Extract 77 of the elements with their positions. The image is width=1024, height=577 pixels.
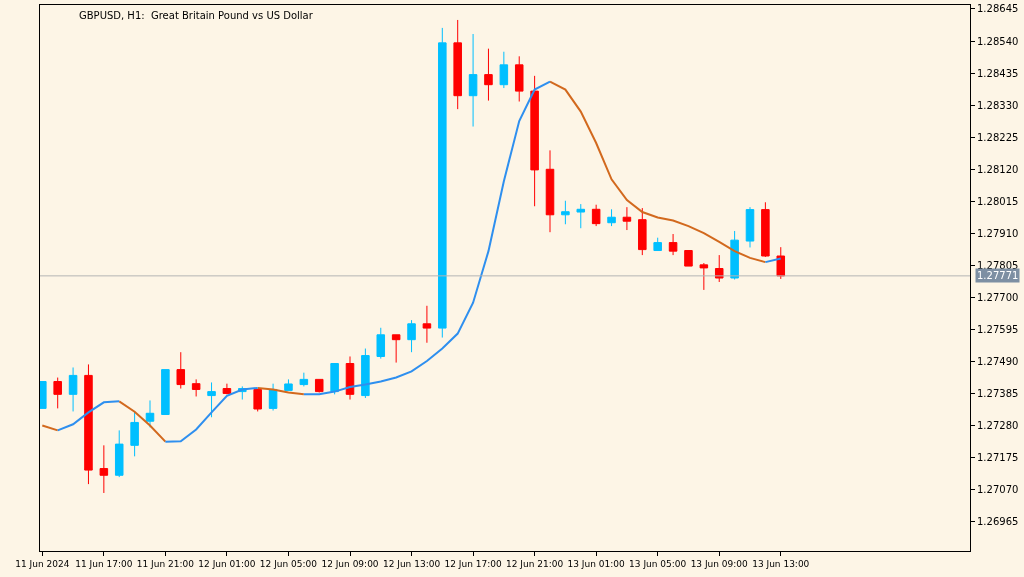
- y-tick-label: 1.28540: [977, 35, 1019, 47]
- x-tick-label: 13 Jun 05:00: [629, 558, 687, 569]
- candlestick: [530, 75, 539, 207]
- candlestick: [130, 410, 139, 457]
- candlestick: [668, 233, 678, 256]
- candlestick: [207, 381, 216, 418]
- y-tick-label: 1.27490: [977, 356, 1019, 368]
- y-tick-label: 1.28645: [977, 3, 1019, 15]
- x-tick-label: 13 Jun 09:00: [690, 558, 749, 569]
- x-tick-label: 12 Jun 09:00: [321, 558, 379, 569]
- candlestick: [99, 444, 109, 494]
- y-tick-label: 1.28330: [977, 99, 1019, 111]
- candlestick: [253, 388, 262, 412]
- candlestick: [591, 204, 601, 227]
- y-tick-label: 1.28225: [977, 131, 1019, 143]
- y-tick-label: 1.28120: [977, 163, 1019, 175]
- candlestick: [191, 378, 201, 397]
- candlestick: [653, 237, 662, 252]
- y-tick-label: 1.28435: [977, 67, 1019, 79]
- candlestick: [53, 377, 62, 409]
- x-tick-label: 13 Jun 01:00: [567, 558, 625, 569]
- candlestick: [284, 378, 293, 391]
- y-tick-label: 1.27385: [977, 388, 1019, 400]
- candlestick: [699, 262, 709, 291]
- candlestick: [145, 399, 155, 428]
- candlestick: [361, 348, 370, 399]
- candlestick: [314, 378, 324, 394]
- candlestick: [576, 203, 586, 229]
- x-tick-label: 12 Jun 13:00: [382, 558, 441, 569]
- text: GBPUSD, H1: Great Britain Pound vs US Dollar: [79, 10, 314, 21]
- candlestick: [376, 327, 386, 360]
- y-tick-label: 1.27805: [977, 259, 1019, 271]
- y-tick-label: 1.27175: [977, 452, 1019, 464]
- candlestick: [299, 372, 309, 387]
- candlestick: [607, 208, 616, 227]
- candlestick: [345, 355, 355, 401]
- candlestick: [391, 334, 401, 364]
- candlestick: [499, 51, 509, 89]
- candlestick: [438, 27, 447, 339]
- candlestick: [484, 48, 493, 102]
- x-tick-label: 13 Jun 13:00: [752, 558, 810, 569]
- y-tick-label: 1.27700: [977, 292, 1019, 304]
- candlestick: [176, 351, 186, 390]
- candlestick: [222, 383, 232, 395]
- candlestick: [330, 363, 339, 395]
- x-tick-label: 12 Jun 05:00: [259, 558, 318, 569]
- candlestick: [114, 429, 124, 478]
- candlestick: [68, 366, 78, 412]
- candlestick: [638, 207, 647, 256]
- candlestick: [422, 305, 432, 344]
- candlestick: [622, 206, 632, 231]
- candlestick: [161, 369, 170, 415]
- y-tick-label: 1.27910: [977, 227, 1019, 239]
- candlestick: [684, 250, 693, 267]
- x-tick-label: 11 Jun 21:00: [136, 558, 195, 569]
- candlestick: [745, 206, 755, 248]
- y-tick-label: 1.27595: [977, 324, 1019, 336]
- candlestick: [761, 201, 770, 258]
- candlestick: [453, 19, 462, 110]
- x-tick-label: 11 Jun 17:00: [75, 558, 133, 569]
- y-tick-label: 1.27070: [977, 484, 1019, 496]
- ref-line-label: 1.27771: [977, 270, 1019, 281]
- y-tick-label: 1.26965: [977, 516, 1019, 528]
- y-tick-label: 1.27280: [977, 420, 1019, 432]
- candlestick: [561, 200, 570, 225]
- x-tick-label: 11 Jun 2024: [15, 558, 70, 569]
- x-tick-label: 12 Jun 01:00: [198, 558, 256, 569]
- y-tick-label: 1.28015: [977, 195, 1019, 207]
- x-tick-label: 12 Jun 17:00: [444, 558, 502, 569]
- candlestick: [268, 383, 278, 412]
- x-tick-label: 12 Jun 21:00: [506, 558, 564, 569]
- candlestick: [468, 33, 478, 128]
- candlestick: [84, 363, 93, 485]
- candlestick: [514, 55, 524, 102]
- candlestick: [776, 246, 786, 280]
- candlestick: [545, 149, 555, 233]
- candlestick: [407, 319, 416, 353]
